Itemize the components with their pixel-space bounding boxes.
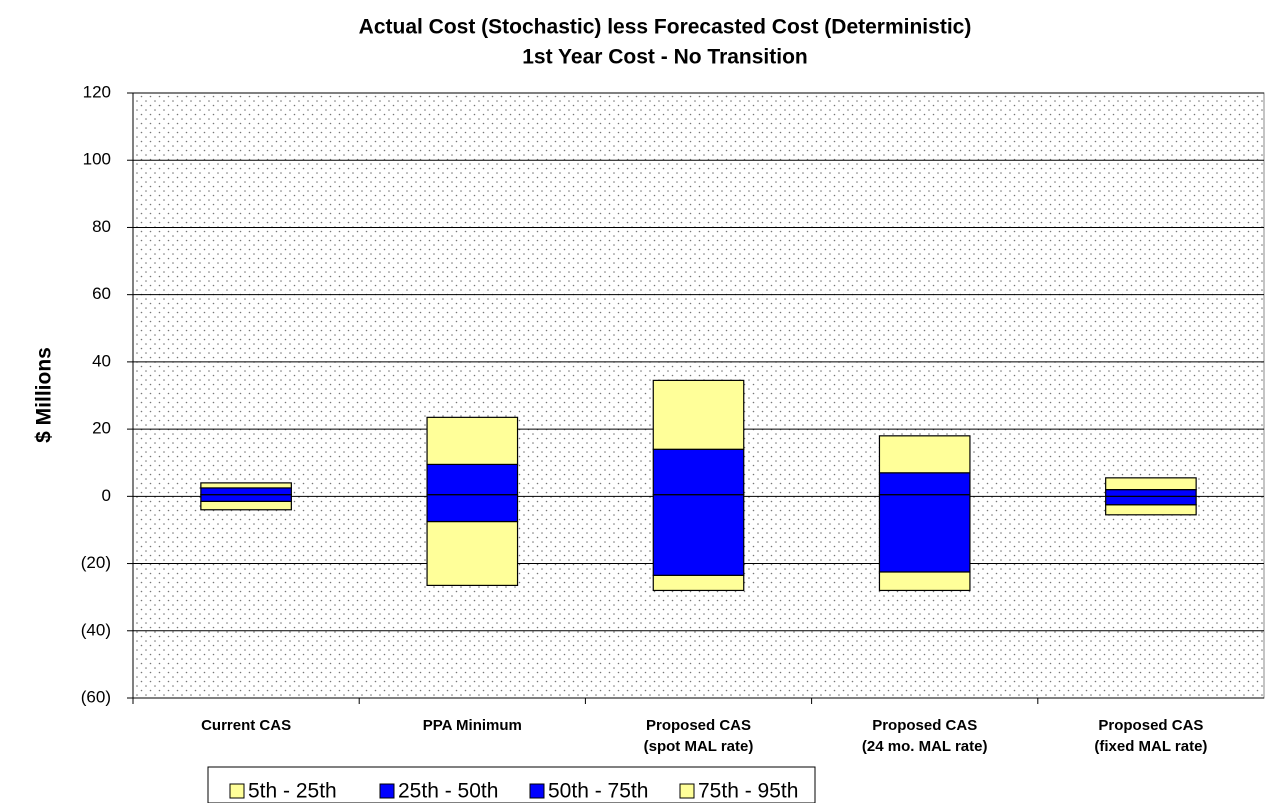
chart-subtitle: 1st Year Cost - No Transition (522, 46, 808, 69)
legend-label: 75th - 95th (698, 780, 798, 803)
bar-segment (652, 574, 745, 592)
bar-segment (1105, 477, 1197, 491)
x-tick-label: Proposed CAS (646, 717, 751, 734)
bar-segment (1105, 495, 1197, 506)
legend (207, 766, 816, 803)
bar-segment (878, 571, 971, 592)
y-axis-label: $ Millions (33, 347, 56, 443)
bar-segment (426, 494, 519, 523)
x-tick-label: PPA Minimum (423, 717, 522, 734)
legend-swatch (229, 783, 245, 799)
y-tick-label: (40) (81, 620, 111, 639)
bar-segment (200, 500, 292, 511)
x-tick-label: (spot MAL rate) (644, 738, 754, 755)
bar-segment (426, 416, 519, 466)
y-tick-label: (60) (81, 687, 111, 706)
bar-segment (878, 435, 971, 474)
x-tick-label: Proposed CAS (872, 717, 977, 734)
bar-segment (652, 379, 745, 450)
bar-segment (200, 482, 292, 489)
y-tick-label: 20 (92, 419, 111, 438)
bar-segment (878, 472, 971, 496)
y-tick-label: 120 (83, 82, 111, 101)
y-tick-label: (20) (81, 553, 111, 572)
bar-segment (1105, 489, 1197, 497)
chart-title: Actual Cost (Stochastic) less Forecasted… (359, 16, 972, 39)
y-tick-label: 0 (102, 486, 111, 505)
bar-segment (1105, 504, 1197, 516)
legend-swatch (529, 783, 545, 799)
bar-segment (200, 494, 292, 502)
bar-segment (878, 494, 971, 573)
bar-segment (652, 448, 745, 496)
x-tick-label: Proposed CAS (1098, 717, 1203, 734)
x-tick-label: Current CAS (201, 717, 291, 734)
bar-segment (652, 494, 745, 576)
x-tick-label: (fixed MAL rate) (1094, 738, 1207, 755)
legend-label: 25th - 50th (398, 780, 498, 803)
legend-swatch (379, 783, 395, 799)
legend-label: 50th - 75th (548, 780, 648, 803)
legend-label: 5th - 25th (248, 780, 337, 803)
y-tick-label: 100 (83, 150, 111, 169)
bar-segment (426, 520, 519, 587)
bar-segment (200, 487, 292, 496)
y-tick-label: 40 (92, 351, 111, 370)
y-tick-label: 80 (92, 217, 111, 236)
legend-swatch (679, 783, 695, 799)
x-tick-label: (24 mo. MAL rate) (862, 738, 988, 755)
bar-segment (426, 463, 519, 496)
y-tick-label: 60 (92, 284, 111, 303)
